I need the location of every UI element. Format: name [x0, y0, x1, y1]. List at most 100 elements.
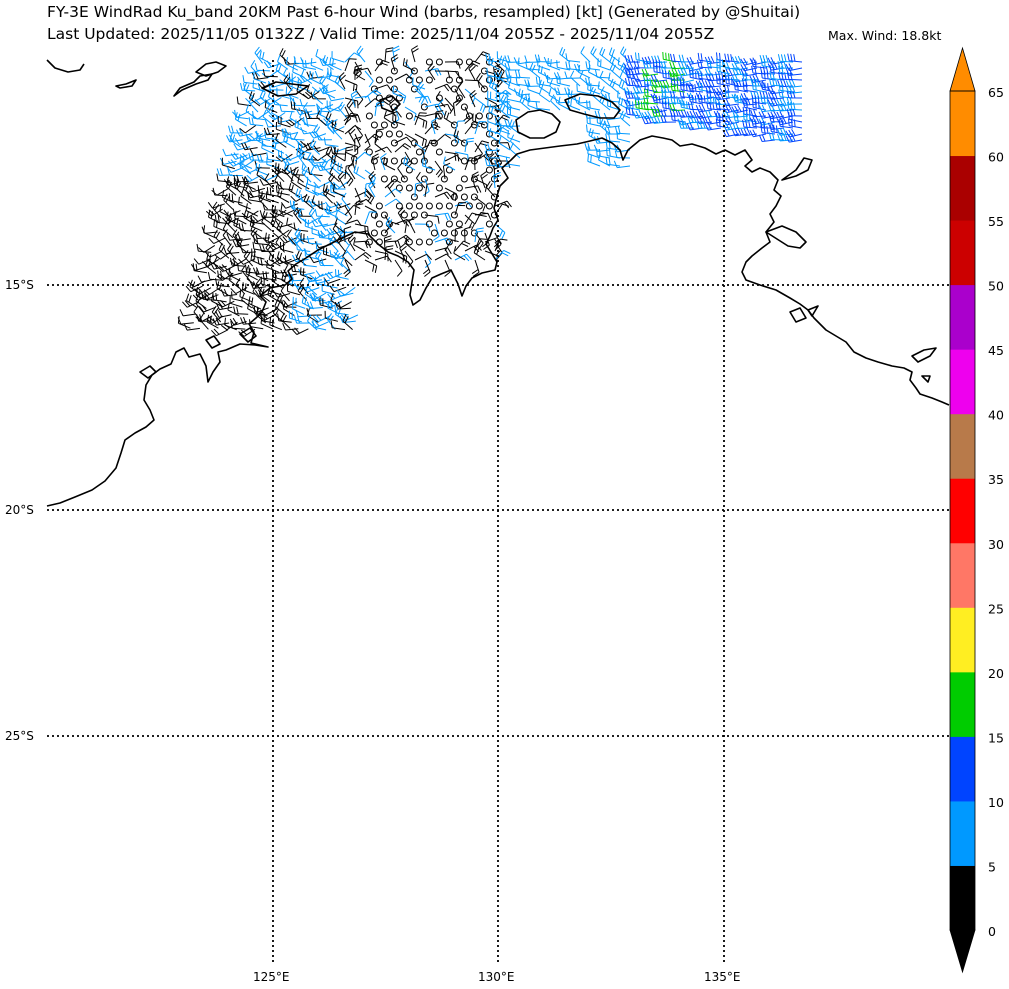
- colorbar-segment: [950, 155, 975, 221]
- wind-barb: [259, 90, 271, 106]
- calm-circle: [410, 85, 418, 93]
- wind-barb: [313, 314, 331, 323]
- colorbar-tick-label: 40: [988, 408, 1004, 423]
- wind-barb: [444, 97, 455, 115]
- wind-barb: [742, 106, 758, 117]
- wind-barb: [508, 80, 521, 95]
- wind-barb: [507, 130, 521, 143]
- wind-barb: [414, 115, 428, 129]
- wind-barb: [414, 112, 427, 126]
- wind-barb: [347, 162, 356, 180]
- wind-barb: [290, 101, 305, 112]
- calm-circle: [460, 157, 468, 165]
- wind-barb: [295, 242, 311, 252]
- calm-circle: [480, 85, 488, 93]
- wind-barb: [650, 74, 668, 83]
- wind-barb: [348, 126, 356, 144]
- wind-barb: [334, 75, 346, 91]
- wind-barb: [238, 196, 251, 210]
- wind-barb: [332, 123, 343, 140]
- wind-barb: [234, 112, 247, 127]
- colorbar-tick-label: 25: [988, 601, 1004, 616]
- colorbar-tick-label: 60: [988, 150, 1004, 165]
- wind-barb: [239, 156, 253, 169]
- wind-barb: [740, 128, 758, 137]
- calm-circle: [455, 220, 463, 228]
- wind-barb: [374, 146, 392, 154]
- wind-barb: [266, 152, 281, 162]
- wind-barb: [599, 47, 611, 63]
- wind-barb: [605, 157, 621, 167]
- wind-barb: [399, 243, 407, 261]
- calm-circle: [390, 139, 398, 147]
- wind-barb: [724, 53, 740, 63]
- wind-barb: [333, 250, 344, 268]
- wind-barb: [424, 182, 435, 198]
- wind-barb: [238, 222, 254, 232]
- wind-barb: [742, 119, 758, 129]
- wind-barb: [474, 154, 482, 171]
- wind-barb: [304, 218, 318, 231]
- wind-barb: [295, 309, 312, 318]
- wind-barb: [196, 243, 212, 253]
- colorbar-tick-label: 20: [988, 666, 1004, 681]
- wind-barb: [257, 256, 272, 266]
- wind-barb: [383, 110, 396, 126]
- wind-barb: [706, 59, 722, 69]
- wind-barb: [424, 250, 432, 268]
- wind-barb: [650, 115, 668, 124]
- calm-circle: [430, 229, 438, 237]
- wind-barb: [635, 100, 650, 111]
- wind-barb: [208, 237, 226, 245]
- wind-barb: [731, 128, 749, 137]
- wind-barb: [695, 110, 713, 119]
- calm-circle: [425, 238, 433, 246]
- colorbar-segment: [950, 284, 975, 350]
- wind-barb: [434, 103, 452, 112]
- wind-barb: [308, 207, 319, 224]
- wind-barb: [432, 223, 440, 241]
- wind-barb: [344, 58, 357, 72]
- wind-barb: [422, 259, 431, 277]
- wind-barb: [364, 205, 377, 220]
- wind-barb: [585, 77, 601, 87]
- wind-barb: [344, 112, 358, 126]
- wind-barb: [344, 204, 361, 216]
- wind-barb: [218, 242, 230, 259]
- wind-barb: [625, 106, 641, 117]
- wind-barb: [275, 162, 288, 175]
- wind-barb: [586, 115, 601, 127]
- wind-barb: [234, 180, 245, 197]
- wind-barb: [225, 179, 237, 196]
- wind-barb: [464, 79, 481, 88]
- wind-barb: [211, 305, 222, 323]
- calm-circle: [410, 193, 418, 201]
- wind-barb: [315, 270, 333, 277]
- wind-barb: [494, 249, 511, 261]
- wind-barb: [507, 107, 521, 119]
- calm-circle: [370, 229, 378, 237]
- wind-barb: [302, 59, 317, 70]
- calm-circle: [460, 193, 468, 201]
- wind-barb: [642, 60, 659, 69]
- wind-barb: [734, 82, 749, 93]
- wind-barb: [275, 220, 293, 228]
- wind-barb: [224, 317, 237, 331]
- wind-barb: [234, 233, 251, 242]
- colorbar-segment: [950, 800, 975, 866]
- wind-barb: [353, 237, 366, 252]
- wind-barb: [504, 62, 520, 71]
- wind-barb: [597, 81, 611, 95]
- wind-barb: [641, 116, 659, 125]
- colorbar-segment: [950, 413, 975, 479]
- wind-barb: [286, 229, 297, 246]
- wind-barb: [262, 109, 274, 126]
- wind-barb: [669, 109, 686, 117]
- wind-barb: [347, 234, 356, 252]
- wind-barb: [344, 79, 358, 93]
- wind-barb: [731, 104, 749, 114]
- wind-barb: [559, 47, 571, 63]
- wind-barb: [364, 187, 375, 205]
- calm-circle: [460, 103, 468, 111]
- calm-circle: [475, 112, 483, 120]
